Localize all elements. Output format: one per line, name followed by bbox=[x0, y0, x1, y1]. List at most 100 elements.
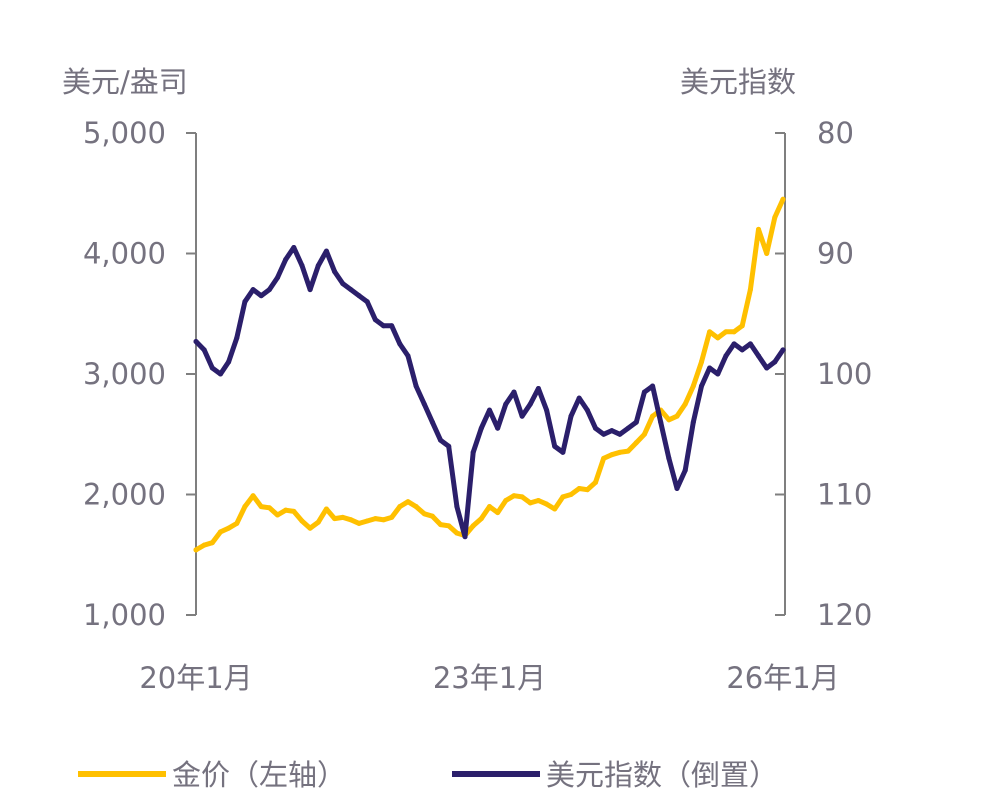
data-point bbox=[544, 407, 550, 413]
data-point bbox=[283, 507, 289, 513]
data-point bbox=[470, 449, 476, 455]
data-point bbox=[495, 425, 501, 431]
data-point bbox=[234, 520, 240, 526]
data-point bbox=[576, 485, 582, 491]
data-point bbox=[356, 520, 362, 526]
series-line-gold bbox=[193, 196, 786, 553]
x-tick-label: 26年1月 bbox=[726, 661, 839, 695]
data-point bbox=[266, 505, 272, 511]
data-point bbox=[682, 467, 688, 473]
data-point bbox=[527, 401, 533, 407]
data-point bbox=[283, 257, 289, 263]
data-point bbox=[625, 425, 631, 431]
data-point bbox=[674, 485, 680, 491]
data-point bbox=[299, 518, 305, 524]
data-point bbox=[364, 299, 370, 305]
data-point bbox=[340, 514, 346, 520]
data-point bbox=[682, 401, 688, 407]
data-point bbox=[413, 504, 419, 510]
left-tick-label: 1,000 bbox=[83, 598, 166, 632]
data-point bbox=[731, 329, 737, 335]
left-tick-label: 5,000 bbox=[83, 116, 166, 150]
data-point bbox=[715, 371, 721, 377]
data-point bbox=[601, 455, 607, 461]
data-point bbox=[650, 413, 656, 419]
data-point bbox=[690, 383, 696, 389]
right-tick-label: 80 bbox=[817, 116, 854, 150]
data-point bbox=[552, 506, 558, 512]
data-point bbox=[446, 443, 452, 449]
data-point bbox=[438, 522, 444, 528]
legend: 金价（左轴） 美元指数（倒置） bbox=[78, 758, 778, 792]
data-point bbox=[405, 353, 411, 359]
data-point bbox=[617, 431, 623, 437]
data-point bbox=[275, 512, 281, 518]
data-point bbox=[291, 508, 297, 514]
data-point bbox=[193, 547, 199, 553]
data-point bbox=[658, 419, 664, 425]
data-point bbox=[568, 492, 574, 497]
right-tick-label: 100 bbox=[817, 357, 872, 391]
data-point bbox=[674, 413, 680, 419]
data-point bbox=[568, 413, 574, 419]
data-point bbox=[519, 413, 525, 419]
data-point bbox=[381, 517, 387, 523]
data-point bbox=[764, 365, 770, 371]
data-point bbox=[397, 341, 403, 347]
data-point bbox=[544, 501, 550, 507]
series-line-dxy bbox=[193, 245, 786, 540]
data-point bbox=[307, 287, 313, 293]
data-point bbox=[340, 281, 346, 287]
data-point bbox=[503, 498, 509, 504]
data-point bbox=[381, 323, 387, 329]
data-point bbox=[454, 504, 460, 510]
data-point bbox=[487, 407, 492, 413]
data-point bbox=[666, 417, 672, 423]
data-point bbox=[617, 449, 623, 455]
data-point bbox=[723, 329, 729, 335]
right-tick-label: 90 bbox=[817, 237, 854, 271]
data-point bbox=[315, 519, 321, 525]
left-axis-title: 美元/盎司 bbox=[62, 65, 188, 99]
data-point bbox=[519, 494, 525, 500]
data-point bbox=[780, 196, 786, 202]
data-point bbox=[397, 504, 403, 510]
data-point bbox=[356, 293, 362, 299]
data-point bbox=[715, 335, 721, 341]
data-point bbox=[511, 389, 517, 395]
data-point bbox=[258, 504, 264, 510]
data-point bbox=[503, 401, 509, 407]
left-tick-label: 4,000 bbox=[83, 237, 166, 271]
data-point bbox=[389, 323, 395, 329]
data-point bbox=[609, 428, 615, 434]
data-point bbox=[438, 437, 444, 443]
data-point bbox=[217, 529, 223, 535]
data-point bbox=[234, 335, 240, 341]
data-point bbox=[552, 443, 558, 449]
data-point bbox=[421, 511, 427, 517]
data-point bbox=[364, 518, 370, 524]
data-point bbox=[560, 494, 566, 500]
data-point bbox=[698, 383, 704, 389]
data-point bbox=[633, 440, 639, 446]
data-point bbox=[372, 516, 378, 522]
series-points-gold bbox=[193, 196, 786, 553]
data-point bbox=[258, 293, 264, 299]
right-tick-label: 110 bbox=[817, 478, 872, 512]
data-point bbox=[723, 353, 729, 359]
data-point bbox=[584, 407, 590, 413]
data-point bbox=[454, 530, 460, 536]
data-point bbox=[348, 287, 354, 293]
data-point bbox=[756, 226, 762, 232]
data-point bbox=[209, 540, 215, 546]
data-point bbox=[332, 516, 338, 522]
data-point bbox=[478, 516, 484, 522]
data-point bbox=[495, 510, 501, 516]
data-point bbox=[226, 359, 232, 365]
data-point bbox=[275, 275, 281, 281]
data-point bbox=[560, 449, 566, 455]
data-point bbox=[405, 499, 411, 505]
data-point bbox=[462, 534, 468, 540]
data-point bbox=[747, 341, 753, 347]
